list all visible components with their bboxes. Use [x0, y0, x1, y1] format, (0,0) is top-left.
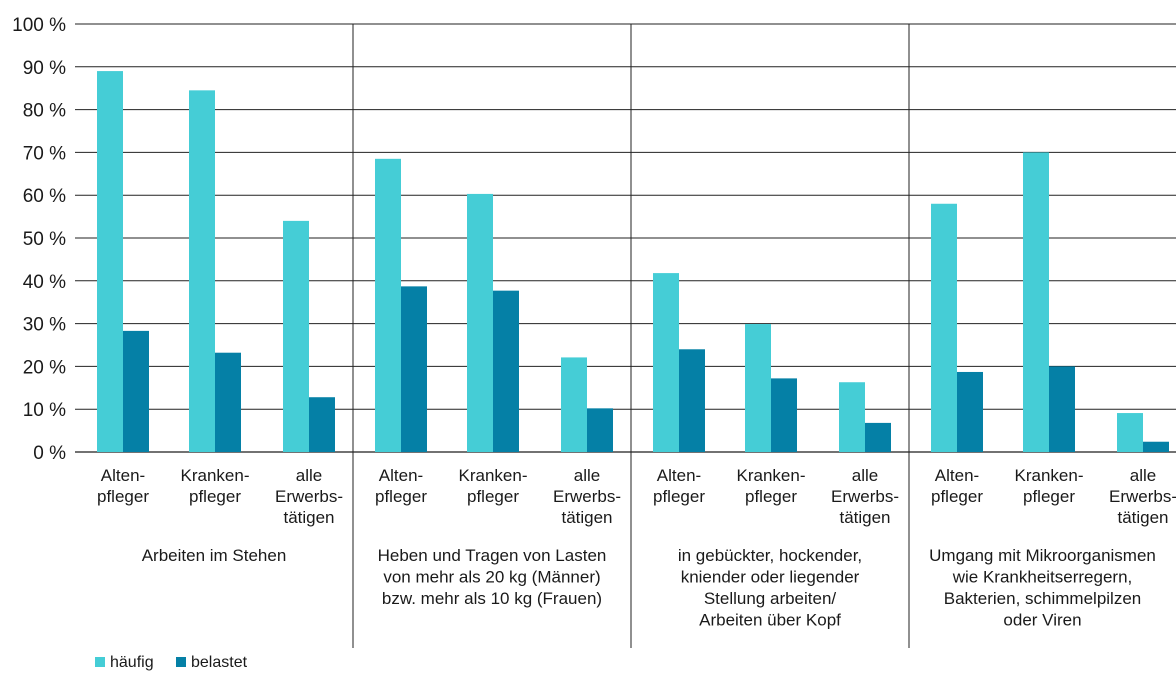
y-tick-label: 60 %	[23, 186, 66, 207]
category-label: pfleger	[1023, 487, 1075, 506]
category-label: Erwerbs-	[553, 487, 621, 506]
group-label: wie Krankheitserregern,	[952, 568, 1133, 587]
bar-haeufig	[561, 357, 587, 452]
bar-belastet	[957, 371, 983, 452]
y-tick-label: 70 %	[23, 143, 66, 164]
bar-haeufig	[283, 220, 309, 452]
group-label: Arbeiten über Kopf	[699, 611, 841, 630]
category-label: Erwerbs-	[1109, 487, 1176, 506]
bar-belastet	[215, 352, 241, 452]
group-label: Stellung arbeiten/	[704, 589, 837, 608]
y-tick-label: 10 %	[23, 400, 66, 421]
y-tick-label: 50 %	[23, 229, 66, 250]
group-label: oder Viren	[1003, 611, 1081, 630]
category-label: Alten-	[379, 466, 423, 485]
legend-swatch-haeufig	[95, 657, 105, 667]
group-label: Bakterien, schimmelpilzen	[944, 589, 1141, 608]
y-tick-label: 90 %	[23, 58, 66, 79]
bar-haeufig	[1023, 152, 1049, 452]
category-label: alle	[1130, 466, 1156, 485]
group-labels: Arbeiten im Stehen Heben und Tragen von L…	[142, 546, 1156, 630]
group-label: kniender oder liegender	[681, 568, 860, 587]
category-label: Kranken-	[1015, 466, 1084, 485]
y-tick-label: 100 %	[12, 15, 66, 36]
y-tick-label: 20 %	[23, 357, 66, 378]
y-tick-label: 30 %	[23, 315, 66, 336]
y-axis-tick-labels: 0 % 10 % 20 % 30 % 40 % 50 % 60 % 70 % 80 % 90 % 1…	[12, 15, 66, 464]
bar-belastet	[587, 408, 613, 452]
group-label: von mehr als 20 kg (Männer)	[383, 568, 600, 587]
category-label: Alten-	[101, 466, 145, 485]
bars	[97, 71, 1169, 452]
legend-swatch-belastet	[176, 657, 186, 667]
legend-label: belastet	[191, 654, 248, 671]
category-label: Alten-	[657, 466, 701, 485]
group-label: in gebückter, hockender,	[678, 546, 862, 565]
category-label: pfleger	[189, 487, 241, 506]
category-label: pfleger	[375, 487, 427, 506]
category-label: pfleger	[931, 487, 983, 506]
bar-haeufig	[653, 273, 679, 452]
group-label: Heben und Tragen von Lasten	[378, 546, 607, 565]
category-label: pfleger	[97, 487, 149, 506]
category-label: tätigen	[283, 508, 334, 527]
bar-haeufig	[97, 71, 123, 452]
bar-belastet	[771, 378, 797, 452]
category-label: tätigen	[1117, 508, 1168, 527]
bar-belastet	[679, 349, 705, 452]
bar-belastet	[309, 397, 335, 452]
category-label: alle	[852, 466, 878, 485]
group-separators	[352, 24, 910, 648]
bar-belastet	[493, 290, 519, 452]
bar-haeufig	[745, 324, 771, 452]
bar-belastet	[1143, 441, 1169, 452]
category-label: Erwerbs-	[831, 487, 899, 506]
legend-label: häufig	[110, 654, 154, 671]
bar-belastet	[123, 330, 149, 452]
category-label: Alten-	[935, 466, 979, 485]
bar-belastet	[401, 286, 427, 452]
legend: häufig belastet	[95, 654, 248, 671]
category-label: tätigen	[839, 508, 890, 527]
bar-belastet	[865, 422, 891, 452]
category-label: tätigen	[561, 508, 612, 527]
gridlines	[75, 23, 1176, 453]
category-label: Kranken-	[737, 466, 806, 485]
y-tick-label: 80 %	[23, 101, 66, 122]
group-label: Umgang mit Mikroorganismen	[929, 546, 1156, 565]
category-label: Kranken-	[181, 466, 250, 485]
bar-haeufig	[467, 193, 493, 452]
bar-haeufig	[1117, 413, 1143, 452]
bar-haeufig	[189, 90, 215, 452]
category-labels: Alten-pfleger Kranken-pfleger alle Erwerbs-…	[97, 466, 1176, 527]
bar-haeufig	[931, 203, 957, 452]
bar-haeufig	[375, 158, 401, 452]
category-label: pfleger	[653, 487, 705, 506]
bar-belastet	[1049, 366, 1075, 452]
y-tick-label: 0 %	[33, 443, 66, 464]
category-label: pfleger	[467, 487, 519, 506]
group-label: bzw. mehr als 10 kg (Frauen)	[382, 589, 602, 608]
category-label: pfleger	[745, 487, 797, 506]
category-label: Erwerbs-	[275, 487, 343, 506]
group-label: Arbeiten im Stehen	[142, 546, 287, 565]
category-label: alle	[574, 466, 600, 485]
bar-haeufig	[839, 382, 865, 452]
category-label: alle	[296, 466, 322, 485]
y-tick-label: 40 %	[23, 272, 66, 293]
category-label: Kranken-	[459, 466, 528, 485]
